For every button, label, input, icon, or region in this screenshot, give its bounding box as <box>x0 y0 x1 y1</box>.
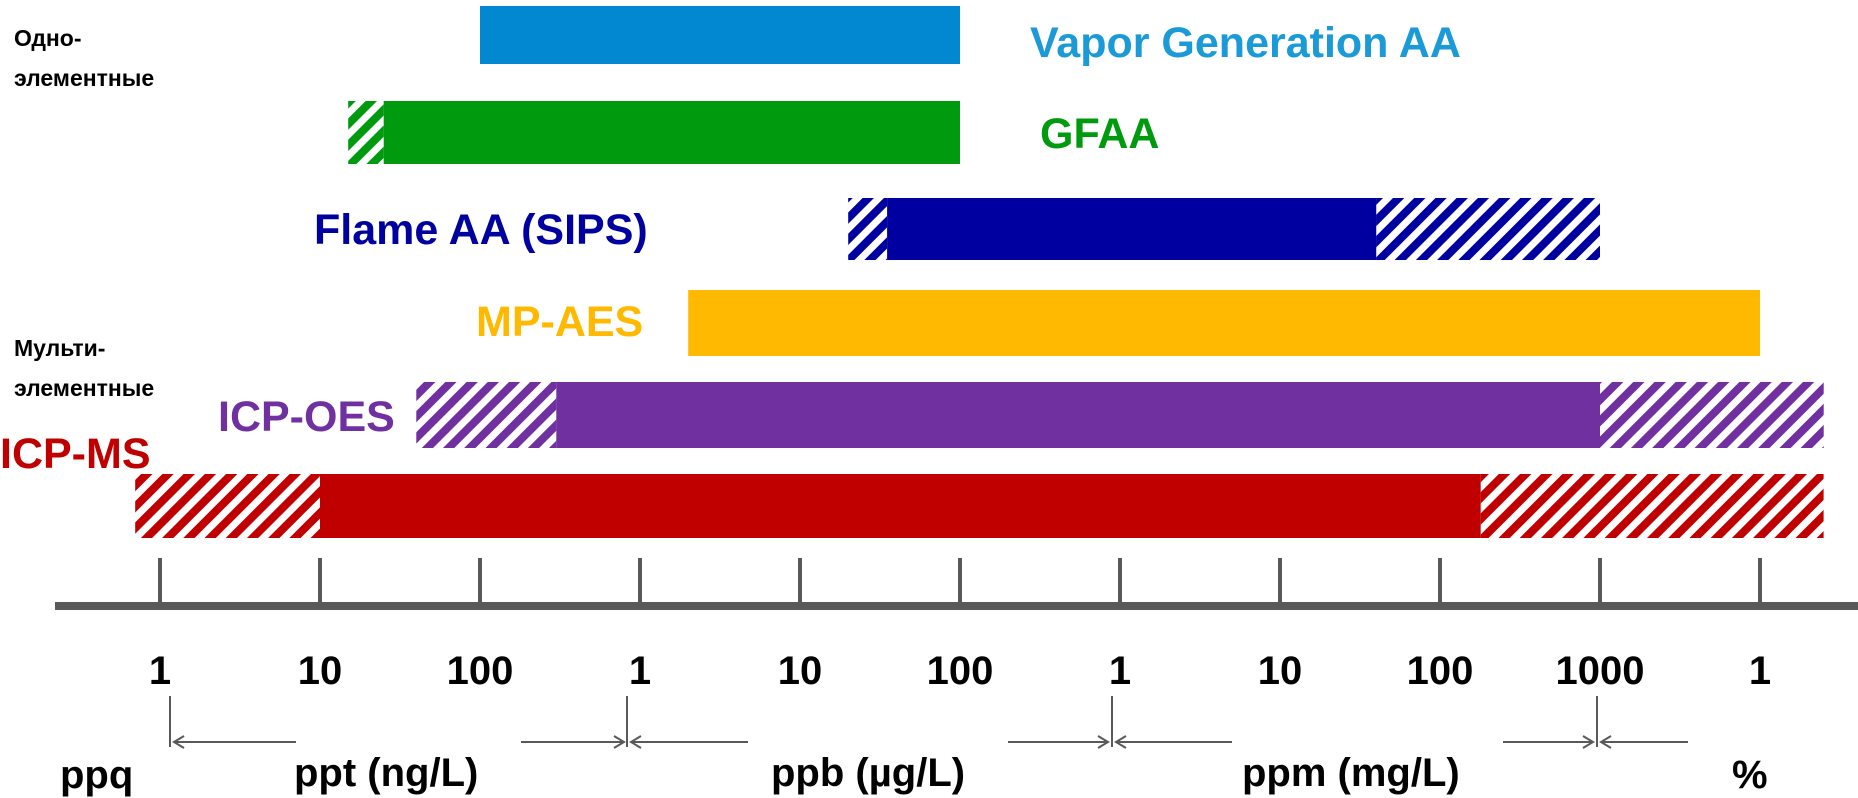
bar-icpms-solid <box>320 474 1481 538</box>
x-tick-label: 10 <box>298 649 343 693</box>
unit-label-ppq: ppq <box>60 753 133 797</box>
ppm-arrow-left-head <box>1114 735 1127 749</box>
x-tick-label: 100 <box>447 649 514 693</box>
bar-gfaa-solid <box>383 101 960 164</box>
series-label-icpoes: ICP-OES <box>218 393 395 441</box>
unit-label-ppt: ppt (ng/L) <box>294 751 478 795</box>
bar-flame-solid <box>887 198 1377 260</box>
bar-icpoes-hatch-high <box>1600 382 1824 448</box>
series-label-vapor: Vapor Generation AA <box>1030 19 1461 67</box>
bar-flame-hatch-high <box>1376 198 1600 260</box>
series-label-mpaes: MP-AES <box>476 298 643 346</box>
x-tick-label: 100 <box>1407 649 1474 693</box>
bar-icpms-hatch-high <box>1480 474 1824 538</box>
x-tick-label: 100 <box>927 649 994 693</box>
bar-vapor-solid <box>480 6 960 64</box>
series-label-flame: Flame AA (SIPS) <box>314 206 648 254</box>
bar-icpms-hatch-low <box>135 474 320 538</box>
ppb-arrow-right-head <box>1097 735 1110 749</box>
x-tick-label: 1 <box>629 649 651 693</box>
unit-label-ppb: ppb (µg/L) <box>771 751 965 795</box>
ppb-arrow-left-head <box>629 735 642 749</box>
bar-flame-hatch-low <box>848 198 888 260</box>
x-tick-label: 10 <box>1258 649 1303 693</box>
unit-label-ppm: ppm (mg/L) <box>1242 751 1460 795</box>
x-tick-label: 1 <box>149 649 171 693</box>
x-axis-ticks <box>158 558 1762 604</box>
x-tick-label: 1 <box>1749 649 1771 693</box>
percent-arrow-left-head <box>1599 735 1612 749</box>
x-tick-label: 10 <box>778 649 823 693</box>
x-tick-label: 1 <box>1109 649 1131 693</box>
single-element-label: Одно- элементные <box>14 25 154 91</box>
series-label-gfaa: GFAA <box>1040 110 1159 158</box>
single-element-label-line2: элементные <box>14 65 154 91</box>
x-axis-tick-labels: 1 10 100 1 10 100 1 10 100 1000 1 <box>149 649 1771 693</box>
ppt-arrow-right-head <box>613 735 626 749</box>
unit-label-percent: % <box>1732 753 1768 797</box>
bar-gfaa-hatch-low <box>348 101 384 164</box>
multi-element-label-line2: элементные <box>14 375 154 401</box>
x-tick-label: 1000 <box>1556 649 1645 693</box>
ppt-arrow-left-head <box>172 735 185 749</box>
range-bars <box>135 6 1824 538</box>
ppm-arrow-right-head <box>1582 735 1595 749</box>
bar-mpaes-solid <box>688 290 1761 356</box>
bar-icpoes-hatch-low <box>416 382 557 448</box>
multi-element-label: Мульти- элементные <box>14 335 154 401</box>
series-label-icpms: ICP-MS <box>0 430 151 478</box>
bar-icpoes-solid <box>556 382 1600 448</box>
unit-range-arrows <box>169 696 1688 749</box>
multi-element-label-line1: Мульти- <box>14 335 105 361</box>
single-element-label-line1: Одно- <box>14 25 82 51</box>
